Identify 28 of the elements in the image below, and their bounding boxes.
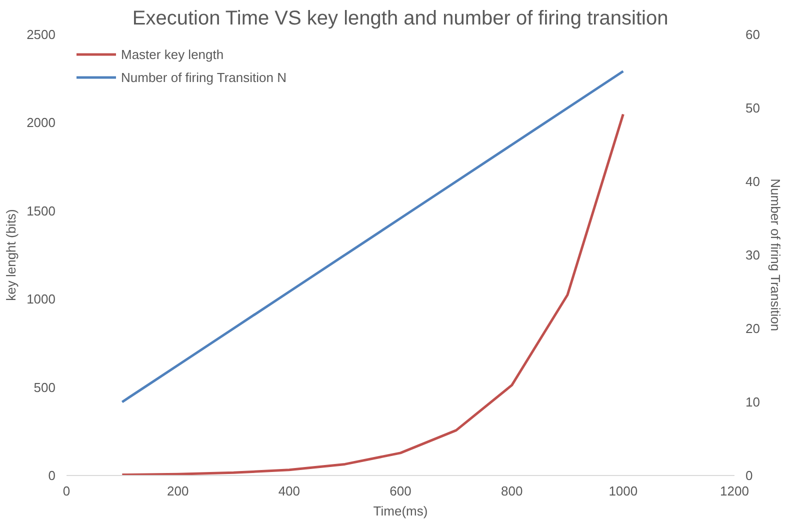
x-tick-label: 1000 <box>608 484 638 498</box>
y2-tick-label: 20 <box>746 321 760 336</box>
x-tick-label: 1200 <box>720 484 749 498</box>
y2-tick-label: 30 <box>746 248 760 262</box>
y2-tick-label: 60 <box>746 27 760 42</box>
line-series <box>120 112 624 476</box>
legend-label: Master key length <box>121 46 224 62</box>
y-tick-label: 500 <box>34 380 56 395</box>
y-tick-label: 2000 <box>26 115 56 130</box>
y-tick-label: 0 <box>48 468 56 483</box>
y2-tick-label: 40 <box>746 174 760 189</box>
y2-axis-title: Number of firing Transition <box>768 178 783 332</box>
y-tick-label: 2500 <box>26 27 56 42</box>
line-series <box>120 70 624 404</box>
x-tick-label: 800 <box>500 484 523 498</box>
y-tick-label: 1000 <box>26 292 56 307</box>
x-tick-label: 200 <box>166 484 189 498</box>
y2-tick-label: 0 <box>746 468 753 483</box>
chart-title: Execution Time VS key length and number of firing transition <box>132 8 668 30</box>
x-tick-label: 400 <box>278 484 300 498</box>
y2-tick-label: 10 <box>746 394 760 410</box>
legend-label: Number of firing Transition N <box>121 70 286 84</box>
y-axis-title: key lenght (bits) <box>4 209 19 301</box>
x-tick-label: 600 <box>390 484 412 498</box>
x-axis-title: Time(ms) <box>373 504 428 518</box>
y-tick-label: 1500 <box>26 203 56 218</box>
y2-tick-label: 50 <box>746 100 760 116</box>
x-tick-label: 0 <box>62 484 70 498</box>
